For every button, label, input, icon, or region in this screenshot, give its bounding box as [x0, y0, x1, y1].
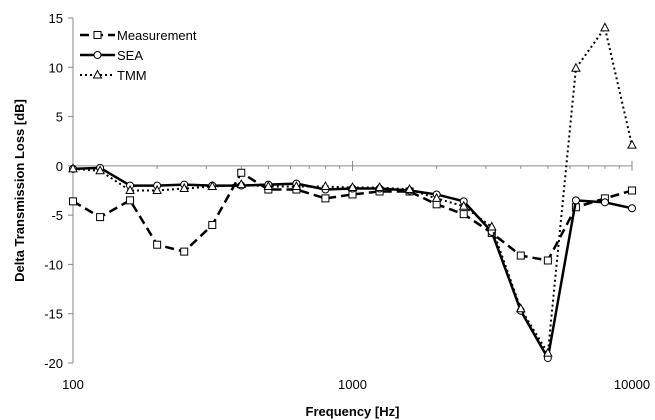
data-point — [237, 168, 246, 177]
legend-item-sea: SEA — [80, 48, 143, 63]
data-point — [291, 180, 302, 191]
data-point — [374, 181, 385, 192]
data-point — [571, 196, 580, 205]
data-point — [69, 197, 77, 206]
data-point — [208, 221, 217, 229]
legend: Measurement SEA TMM — [80, 28, 197, 83]
data-point — [515, 303, 526, 313]
data-point — [321, 194, 330, 203]
y-axis-title: Delta Transmission Loss [dB] — [12, 99, 27, 282]
x-tick-label: 10000 — [614, 377, 650, 392]
data-point — [180, 247, 189, 256]
data-point — [600, 22, 610, 32]
data-point — [179, 182, 190, 193]
legend-marker — [93, 51, 102, 59]
legend-label: Measurement — [117, 28, 197, 43]
data-point — [236, 179, 247, 189]
series-group — [68, 22, 637, 363]
y-tick-label: 0 — [56, 159, 63, 174]
data-point — [263, 180, 274, 191]
data-point — [600, 198, 609, 207]
data-point — [125, 184, 135, 194]
tick-labels: 15 10 5 0 -5 -10 -15 -20 100 1000 10000 — [44, 11, 650, 392]
series-line — [72, 171, 633, 262]
data-point — [628, 186, 636, 195]
data-point — [628, 204, 636, 213]
data-point — [152, 184, 162, 194]
data-point — [431, 192, 442, 202]
legend-item-tmm: TMM — [80, 68, 147, 83]
series-tmm — [68, 22, 637, 357]
x-tick-label: 1000 — [338, 377, 367, 392]
data-point — [571, 62, 581, 72]
data-point — [459, 210, 468, 219]
data-point — [627, 139, 637, 149]
axes — [68, 17, 633, 364]
x-axis-title: Frequency [Hz] — [306, 404, 400, 419]
data-point — [207, 180, 218, 191]
y-tick-label: 15 — [49, 11, 63, 26]
data-point — [543, 256, 552, 265]
data-point — [153, 240, 162, 249]
y-tick-label: 10 — [49, 60, 63, 75]
legend-marker — [92, 69, 103, 79]
data-point — [404, 183, 415, 194]
data-point — [347, 181, 358, 192]
y-tick-label: -20 — [44, 356, 63, 371]
y-tick-label: -15 — [44, 307, 63, 322]
legend-marker — [93, 31, 102, 39]
y-tick-label: 5 — [56, 110, 63, 125]
legend-label: TMM — [117, 68, 147, 83]
data-point — [96, 213, 105, 222]
data-point — [68, 163, 78, 173]
data-point — [458, 200, 469, 210]
y-tick-label: -10 — [44, 257, 63, 272]
data-point — [95, 165, 105, 175]
x-tick-label: 100 — [62, 377, 84, 392]
legend-item-measurement: Measurement — [80, 28, 197, 43]
data-point — [516, 251, 525, 260]
data-point — [543, 347, 553, 357]
data-point — [320, 180, 331, 191]
data-point — [126, 196, 135, 205]
data-point — [486, 221, 497, 231]
y-tick-label: -5 — [51, 208, 63, 223]
legend-label: SEA — [117, 48, 143, 63]
